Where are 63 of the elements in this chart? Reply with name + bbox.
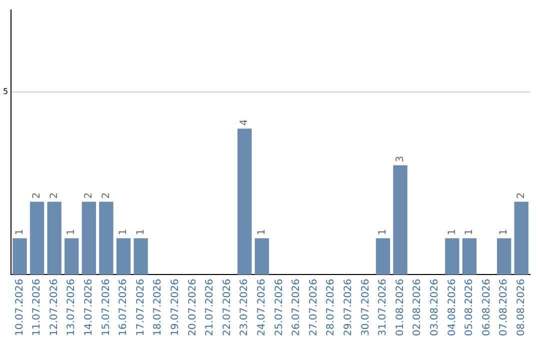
x-tick-label: 20.07.2026 — [187, 278, 198, 336]
bar — [116, 238, 131, 275]
x-tick-label: 27.07.2026 — [308, 278, 320, 336]
bar — [393, 165, 408, 275]
bar — [12, 238, 27, 275]
data-label: 2 — [32, 192, 43, 199]
x-tick-label: 13.07.2026 — [66, 278, 78, 336]
bar — [462, 238, 477, 275]
x-tick-label: 25.07.2026 — [274, 278, 285, 336]
x-tick-label: 31.07.2026 — [378, 278, 389, 336]
x-tick-label: 03.08.2026 — [429, 278, 440, 336]
x-tick-label: 22.07.2026 — [222, 278, 233, 336]
data-label: 1 — [256, 228, 268, 236]
data-label: 4 — [239, 119, 250, 126]
bar — [496, 238, 512, 275]
x-tick-label: 10.07.2026 — [14, 278, 26, 336]
y-tick-label: 5 — [2, 87, 8, 96]
data-label: 3 — [394, 156, 406, 162]
data-label: 2 — [100, 192, 112, 199]
bar — [30, 202, 44, 275]
bar — [514, 202, 528, 275]
bar — [99, 202, 114, 275]
x-tick-label: 11.07.2026 — [32, 278, 43, 336]
data-label: 1 — [118, 228, 130, 236]
x-tick-label: 26.07.2026 — [291, 278, 302, 336]
x-tick-label: 17.07.2026 — [135, 278, 146, 336]
data-label: 2 — [84, 192, 95, 199]
bar — [445, 238, 460, 275]
bar — [238, 128, 252, 275]
data-label: 1 — [464, 228, 476, 236]
data-label: 1 — [135, 228, 146, 236]
x-tick-label: 01.08.2026 — [394, 278, 406, 336]
x-tick-label: 23.07.2026 — [239, 278, 250, 336]
bar — [82, 202, 96, 275]
x-tick-label: 29.07.2026 — [342, 278, 354, 336]
x-tick-label: 16.07.2026 — [118, 278, 130, 336]
x-tick-label: 12.07.2026 — [48, 278, 60, 336]
x-tick-label: 30.07.2026 — [360, 278, 372, 336]
data-label: 2 — [48, 192, 60, 199]
x-tick-label: 18.07.2026 — [152, 278, 164, 336]
bar — [64, 238, 79, 275]
x-tick-label: 02.08.2026 — [412, 278, 424, 336]
data-label: 1 — [378, 228, 389, 236]
data-label: 1 — [66, 228, 78, 236]
bar — [134, 238, 148, 275]
x-tick-label: 07.08.2026 — [498, 278, 510, 336]
data-label: 1 — [14, 228, 26, 236]
x-tick-label: 28.07.2026 — [326, 278, 337, 336]
x-tick-label: 24.07.2026 — [256, 278, 268, 336]
data-label: 2 — [516, 192, 527, 199]
x-tick-label: 08.08.2026 — [516, 278, 527, 336]
bar — [254, 238, 269, 275]
data-label: 1 — [446, 228, 458, 236]
x-tick-label: 15.07.2026 — [100, 278, 112, 336]
x-tick-label: 04.08.2026 — [446, 278, 458, 336]
x-tick-label: 14.07.2026 — [84, 278, 95, 336]
x-tick-label: 06.08.2026 — [481, 278, 492, 336]
x-tick-label: 05.08.2026 — [464, 278, 476, 336]
data-label: 1 — [498, 228, 510, 236]
bar — [376, 238, 390, 275]
bar — [47, 202, 62, 275]
x-tick-label: 21.07.2026 — [204, 278, 216, 336]
x-tick-label: 19.07.2026 — [170, 278, 182, 336]
